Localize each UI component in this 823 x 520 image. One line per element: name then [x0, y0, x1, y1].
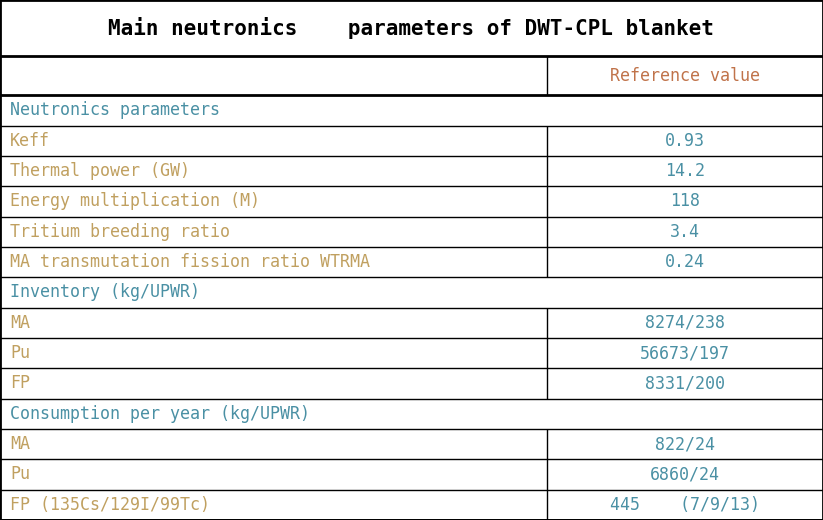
Text: 8274/238: 8274/238: [645, 314, 725, 332]
Text: Reference value: Reference value: [610, 67, 760, 85]
Text: FP: FP: [10, 374, 30, 393]
Text: Keff: Keff: [10, 132, 50, 150]
Text: Inventory (kg/UPWR): Inventory (kg/UPWR): [10, 283, 200, 302]
Text: MA transmutation fission ratio WTRMA: MA transmutation fission ratio WTRMA: [10, 253, 370, 271]
Text: 118: 118: [670, 192, 700, 211]
Text: Consumption per year (kg/UPWR): Consumption per year (kg/UPWR): [10, 405, 310, 423]
Text: 6860/24: 6860/24: [650, 465, 720, 484]
Text: 3.4: 3.4: [670, 223, 700, 241]
Text: 8331/200: 8331/200: [645, 374, 725, 393]
Text: 14.2: 14.2: [665, 162, 705, 180]
Text: 445    (7/9/13): 445 (7/9/13): [610, 496, 760, 514]
Text: 56673/197: 56673/197: [640, 344, 730, 362]
Text: MA: MA: [10, 435, 30, 453]
Text: Pu: Pu: [10, 344, 30, 362]
Text: Energy multiplication (M): Energy multiplication (M): [10, 192, 260, 211]
Text: Tritium breeding ratio: Tritium breeding ratio: [10, 223, 230, 241]
Text: Main neutronics    parameters of DWT-CPL blanket: Main neutronics parameters of DWT-CPL bl…: [109, 17, 714, 39]
Text: 0.93: 0.93: [665, 132, 705, 150]
Text: Pu: Pu: [10, 465, 30, 484]
Text: Thermal power (GW): Thermal power (GW): [10, 162, 190, 180]
Text: MA: MA: [10, 314, 30, 332]
Text: FP (135Cs/129I/99Tc): FP (135Cs/129I/99Tc): [10, 496, 210, 514]
Text: 822/24: 822/24: [655, 435, 715, 453]
Text: 0.24: 0.24: [665, 253, 705, 271]
Text: Neutronics parameters: Neutronics parameters: [10, 101, 220, 119]
